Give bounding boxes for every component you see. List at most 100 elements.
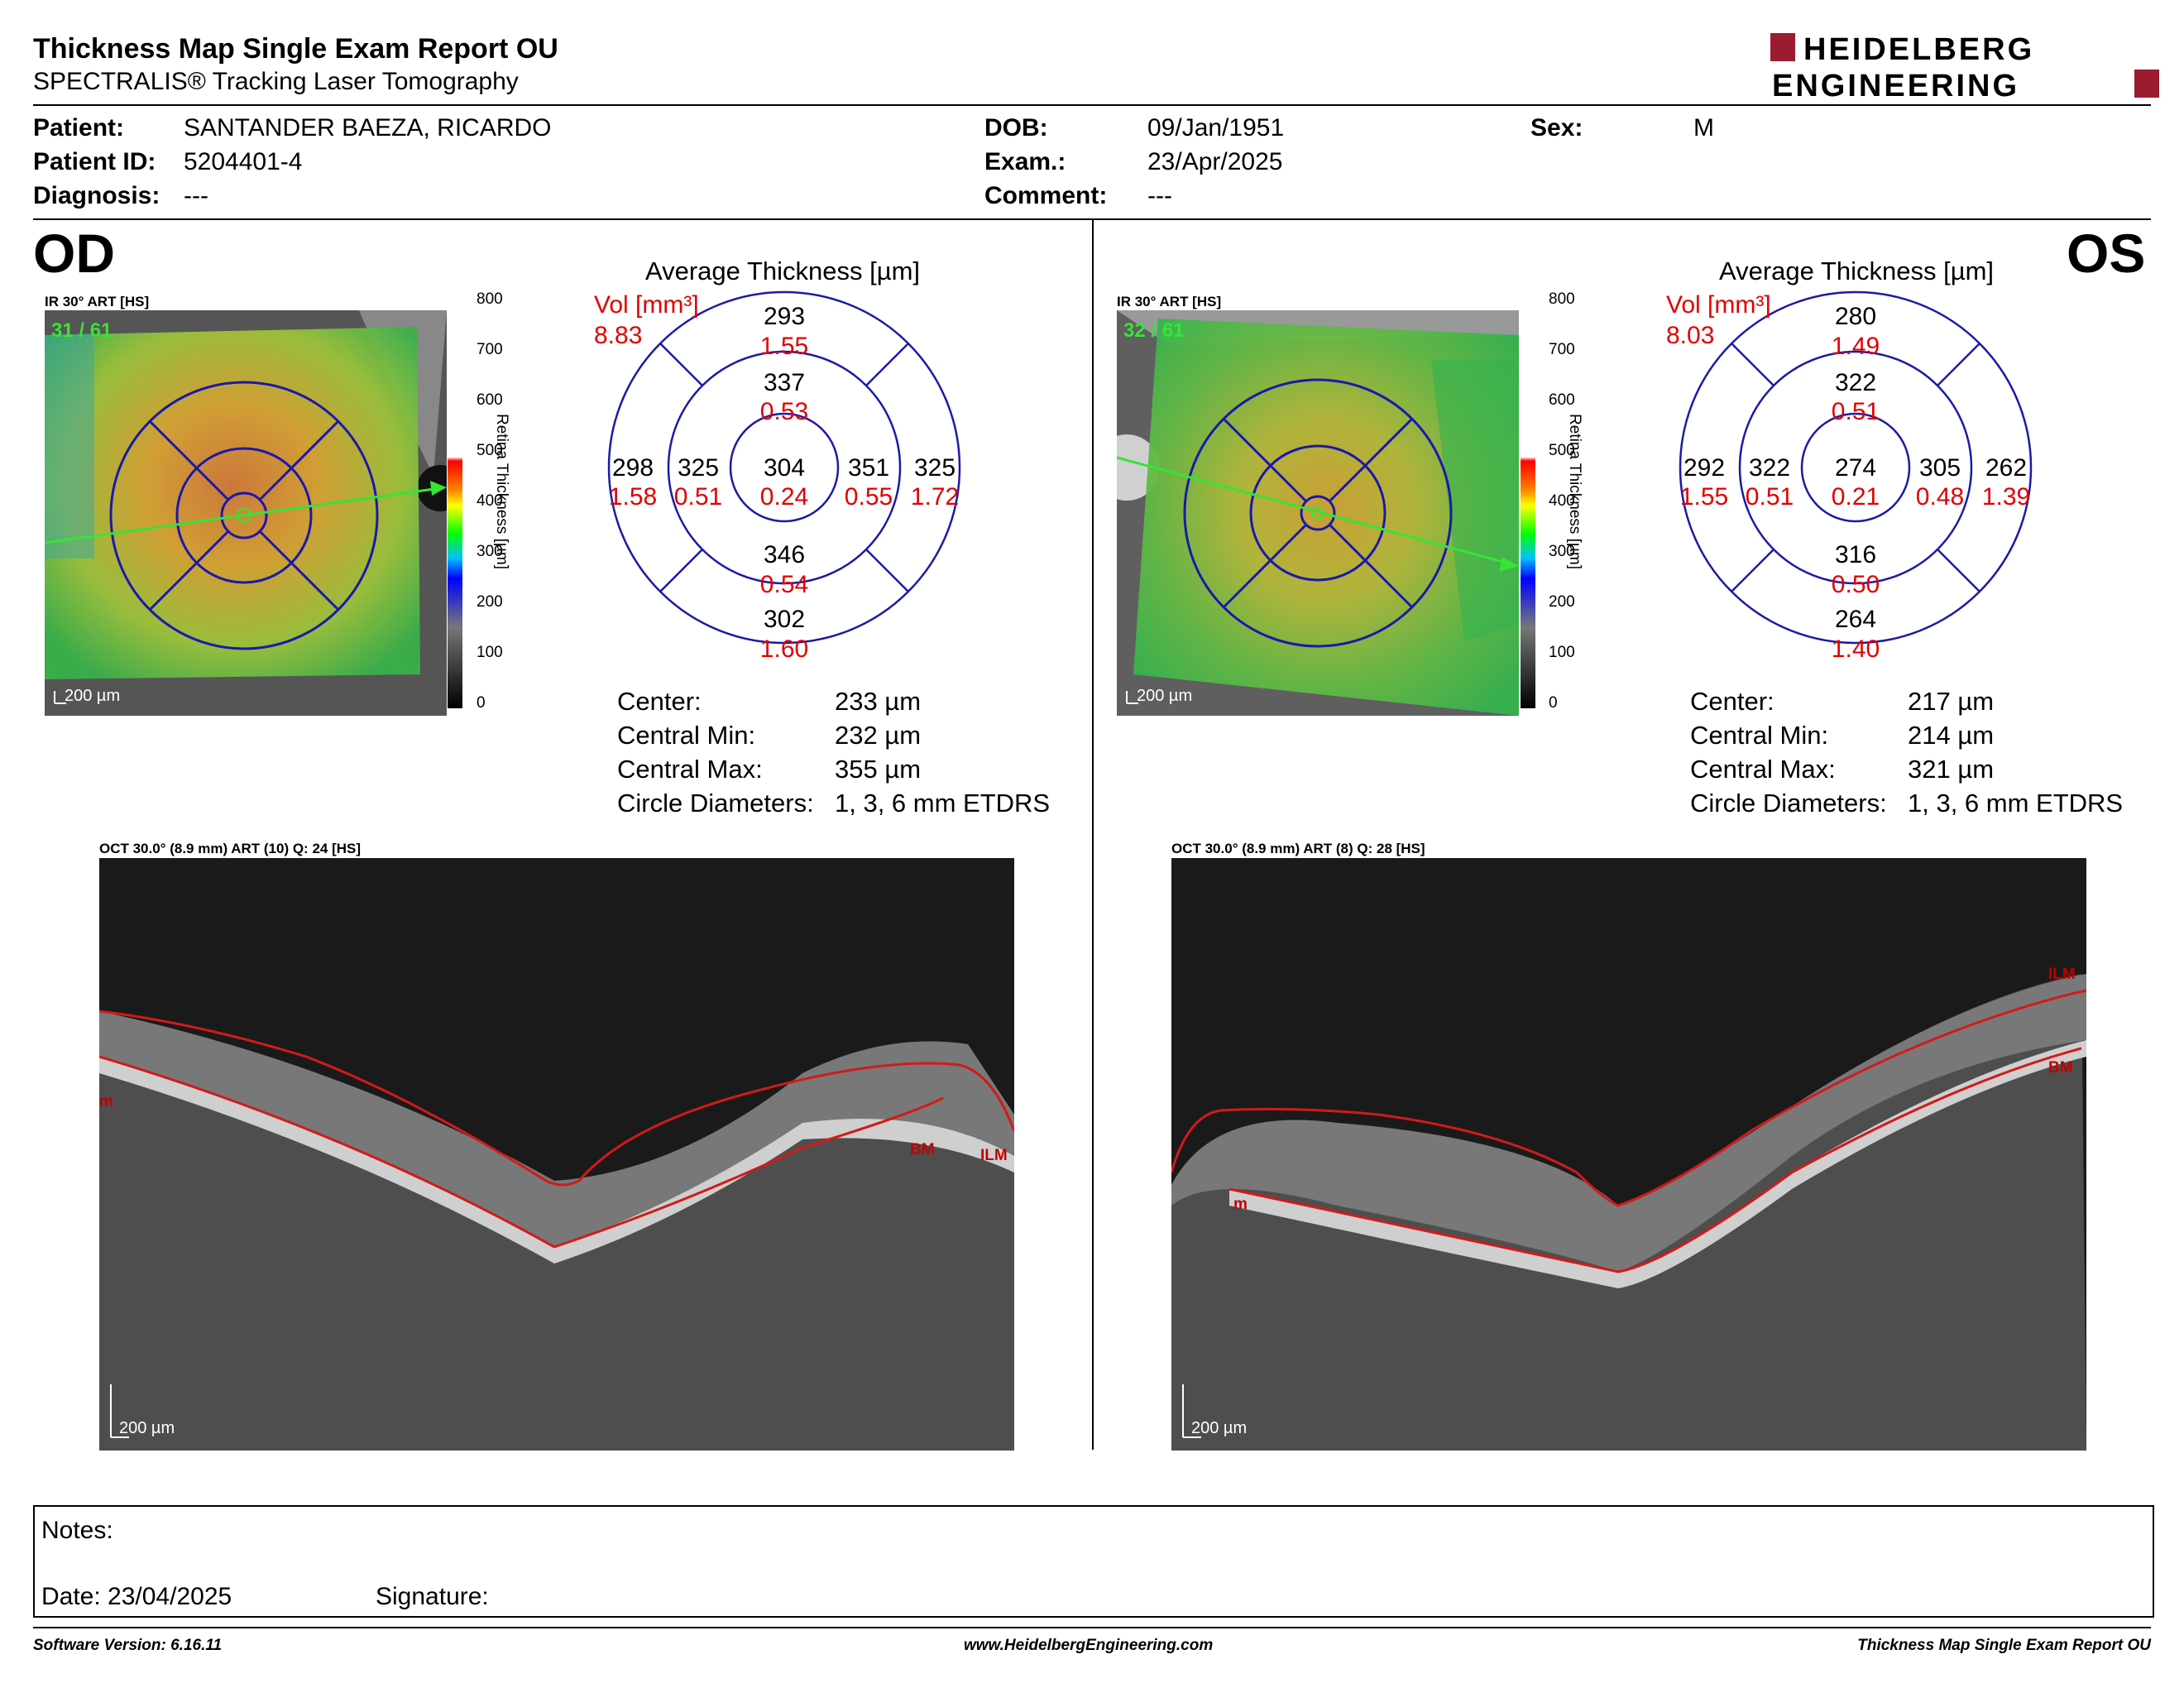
os-colorbar-ticks: 800 700 600 500 400 300 200 100 0 bbox=[1549, 290, 1575, 712]
heidelberg-logo: HEIDELBERG ENGINEERING bbox=[1770, 32, 2159, 101]
od-eye-label: OD bbox=[33, 223, 115, 284]
comment-label: Comment: bbox=[984, 182, 1108, 209]
svg-text:0.24: 0.24 bbox=[760, 483, 808, 511]
svg-text:0.55: 0.55 bbox=[845, 483, 893, 511]
od-oct-scale: 200 µm bbox=[119, 1419, 175, 1437]
od-ir-thickness-map[interactable]: 31 / 61 200 µm bbox=[45, 310, 447, 716]
os-ir-caption: IR 30° ART [HS] bbox=[1117, 294, 1222, 309]
od-central-max-label: Central Max: bbox=[617, 755, 763, 784]
os-oct-bscan[interactable]: m BM ILM 200 µm bbox=[1171, 858, 2086, 1451]
svg-text:325: 325 bbox=[914, 454, 956, 482]
od-scale-bar: 200 µm bbox=[65, 687, 120, 705]
od-oct-bscan[interactable]: m BM ILM 200 µm bbox=[99, 858, 1014, 1451]
software-version: Software Version: 6.16.11 bbox=[33, 1637, 223, 1654]
patient-name: SANTANDER BAEZA, RICARDO bbox=[184, 114, 552, 141]
signature-label: Signature: bbox=[376, 1583, 489, 1610]
svg-text:305: 305 bbox=[1919, 454, 1961, 482]
notes-label: Notes: bbox=[41, 1517, 113, 1544]
svg-text:264: 264 bbox=[1835, 606, 1876, 633]
od-m-label: m bbox=[99, 1093, 113, 1110]
od-avg-thickness-title: Average Thickness [µm] bbox=[644, 257, 921, 285]
svg-text:293: 293 bbox=[764, 303, 805, 330]
patient-label: Patient: bbox=[33, 114, 125, 141]
os-circle-diam-value: 1, 3, 6 mm ETDRS bbox=[1908, 789, 2124, 818]
os-central-max-value: 321 µm bbox=[1908, 755, 1995, 784]
diagnosis-label: Diagnosis: bbox=[33, 182, 160, 209]
od-oct-caption: OCT 30.0° (8.9 mm) ART (10) Q: 24 [HS] bbox=[99, 841, 362, 856]
os-center-label: Center: bbox=[1690, 687, 1774, 716]
os-oct-caption: OCT 30.0° (8.9 mm) ART (8) Q: 28 [HS] bbox=[1171, 841, 1425, 856]
footer-report-name: Thickness Map Single Exam Report OU bbox=[1857, 1637, 2151, 1654]
svg-text:1.58: 1.58 bbox=[609, 483, 657, 511]
logo-line2: ENGINEERING bbox=[1772, 69, 2019, 101]
os-central-min-label: Central Min: bbox=[1690, 721, 1829, 750]
svg-text:0.51: 0.51 bbox=[674, 483, 722, 511]
svg-text:1.72: 1.72 bbox=[911, 483, 959, 511]
svg-text:351: 351 bbox=[848, 454, 889, 482]
od-colorbar bbox=[448, 303, 462, 708]
os-ilm-label: ILM bbox=[2048, 966, 2076, 983]
exam-label: Exam.: bbox=[984, 148, 1066, 175]
svg-text:322: 322 bbox=[1749, 454, 1790, 482]
os-eye-label: OS bbox=[2067, 223, 2146, 284]
svg-text:1.40: 1.40 bbox=[1832, 635, 1880, 663]
svg-text:0.51: 0.51 bbox=[1746, 483, 1794, 511]
svg-text:1.60: 1.60 bbox=[760, 635, 808, 663]
svg-text:298: 298 bbox=[612, 454, 654, 482]
dob-label: DOB: bbox=[984, 114, 1048, 141]
svg-text:1.49: 1.49 bbox=[1832, 333, 1880, 360]
website-link[interactable]: www.HeidelbergEngineering.com bbox=[964, 1637, 1214, 1654]
svg-text:0.50: 0.50 bbox=[1832, 571, 1880, 598]
od-central-min-value: 232 µm bbox=[835, 721, 922, 750]
svg-text:0.53: 0.53 bbox=[760, 398, 808, 425]
od-vol-label: Vol [mm³] bbox=[594, 291, 699, 319]
dob-value: 09/Jan/1951 bbox=[1147, 114, 1285, 141]
svg-text:0.21: 0.21 bbox=[1832, 483, 1880, 511]
od-central-max-value: 355 µm bbox=[835, 755, 922, 784]
svg-text:1.39: 1.39 bbox=[1982, 483, 2030, 511]
diagnosis-value: --- bbox=[184, 182, 208, 209]
od-central-min-label: Central Min: bbox=[617, 721, 756, 750]
od-frame-count: 31 / 61 bbox=[51, 319, 112, 342]
svg-text:0.51: 0.51 bbox=[1832, 398, 1880, 425]
logo-line1: HEIDELBERG bbox=[1803, 32, 2034, 67]
sex-label: Sex: bbox=[1530, 114, 1583, 141]
os-bm-label: BM bbox=[2048, 1059, 2073, 1077]
report-subtitle: SPECTRALIS® Tracking Laser Tomography bbox=[33, 68, 519, 95]
svg-text:274: 274 bbox=[1835, 454, 1876, 482]
os-vol-label: Vol [mm³] bbox=[1666, 291, 1771, 319]
od-center-value: 233 µm bbox=[835, 687, 922, 716]
od-ir-caption: IR 30° ART [HS] bbox=[45, 294, 150, 309]
od-vol-value: 8.83 bbox=[594, 322, 643, 349]
date-label: Date: 23/04/2025 bbox=[41, 1583, 232, 1610]
comment-value: --- bbox=[1147, 182, 1172, 209]
os-vol-value: 8.03 bbox=[1666, 322, 1715, 349]
svg-text:280: 280 bbox=[1835, 303, 1876, 330]
os-oct-scale: 200 µm bbox=[1191, 1419, 1247, 1437]
sex-value: M bbox=[1693, 114, 1714, 141]
od-center-label: Center: bbox=[617, 687, 702, 716]
os-central-max-label: Central Max: bbox=[1690, 755, 1836, 784]
os-center-value: 217 µm bbox=[1908, 687, 1995, 716]
od-bm-label: BM bbox=[910, 1141, 935, 1158]
svg-text:0.54: 0.54 bbox=[760, 571, 808, 598]
svg-text:346: 346 bbox=[764, 541, 805, 568]
od-ilm-label: ILM bbox=[980, 1147, 1008, 1164]
patient-id: 5204401-4 bbox=[184, 148, 303, 175]
svg-text:292: 292 bbox=[1684, 454, 1725, 482]
exam-date: 23/Apr/2025 bbox=[1147, 148, 1283, 175]
os-ir-thickness-map[interactable]: 32 / 61 200 µm bbox=[1117, 310, 1519, 716]
svg-text:304: 304 bbox=[764, 454, 805, 482]
od-colorbar-ticks: 800 700 600 500 400 300 200 100 0 bbox=[477, 290, 503, 712]
svg-text:1.55: 1.55 bbox=[1680, 483, 1728, 511]
report-title: Thickness Map Single Exam Report OU bbox=[33, 33, 558, 65]
os-frame-count: 32 / 61 bbox=[1123, 319, 1184, 342]
svg-text:262: 262 bbox=[1985, 454, 2027, 482]
notes-box: Notes: Date: 23/04/2025 Signature: bbox=[33, 1505, 2154, 1618]
os-scale-bar: 200 µm bbox=[1137, 687, 1192, 705]
os-m-label: m bbox=[1233, 1196, 1248, 1213]
od-circle-diam-label: Circle Diameters: bbox=[617, 789, 814, 818]
svg-text:0.48: 0.48 bbox=[1916, 483, 1964, 511]
os-colorbar bbox=[1521, 303, 1535, 708]
patient-id-label: Patient ID: bbox=[33, 148, 156, 175]
